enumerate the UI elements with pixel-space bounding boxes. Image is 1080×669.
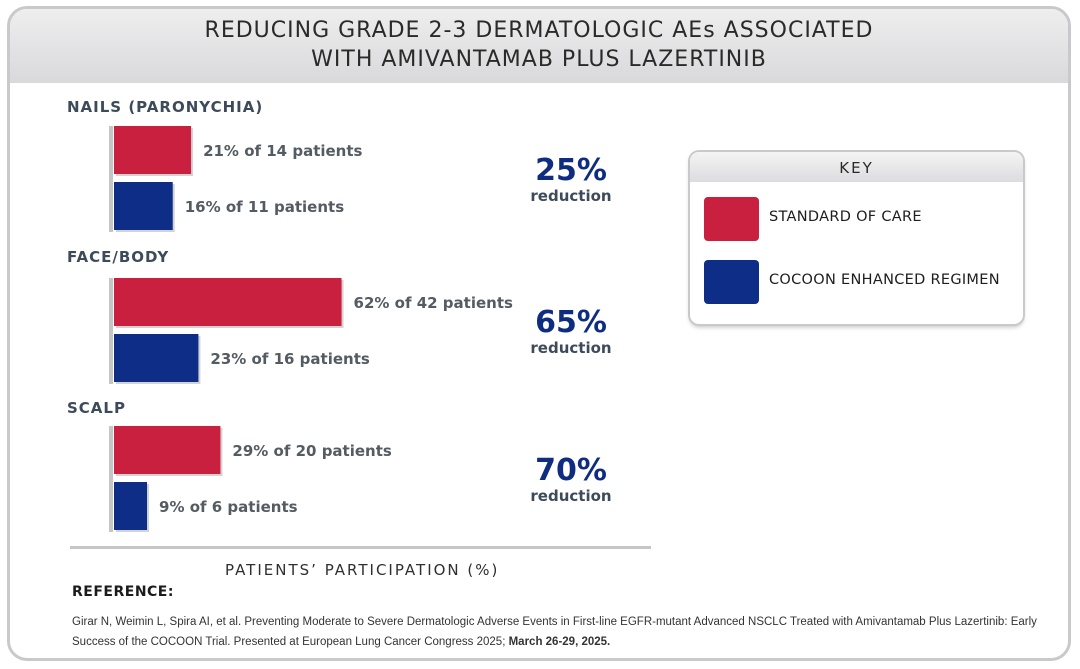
bar-label-nails-standard: 21% of 14 patients [203,142,362,160]
legend-label-cocoon: COCOON ENHANCED REGIMEN [769,272,1000,288]
legend-item-standard: STANDARD OF CARE [704,197,1014,241]
bar-nails-standard [114,126,192,174]
reduction-value-face-body: 65% [535,305,607,340]
title-banner: REDUCING GRADE 2-3 DERMATOLOGIC AEs ASSO… [10,9,1068,83]
reduction-value-nails: 25% [535,153,607,188]
x-axis-label: PATIENTS’ PARTICIPATION (%) [225,561,500,579]
reduction-word-nails: reduction [530,187,611,205]
bar-label-face-body-cocoon: 23% of 16 patients [210,350,369,368]
chart-title-line1: REDUCING GRADE 2-3 DERMATOLOGIC AEs ASSO… [204,18,874,43]
bar-scalp-cocoon [114,482,148,530]
axis-line-scalp [109,426,113,532]
infographic-frame: REDUCING GRADE 2-3 DERMATOLOGIC AEs ASSO… [7,6,1071,661]
bar-face-body-standard [114,278,342,326]
reference-heading: REFERENCE: [72,584,174,600]
bar-face-body-cocoon [114,334,199,382]
reduction-word-face-body: reduction [530,339,611,357]
category-label-nails: NAILS (PARONYCHIA) [67,98,263,116]
x-axis-line [70,546,651,549]
legend-key: KEY STANDARD OF CARE COCOON ENHANCED REG… [690,152,1023,324]
bar-label-scalp-cocoon: 9% of 6 patients [159,498,298,516]
bar-scalp-standard [114,426,221,474]
legend-item-cocoon: COCOON ENHANCED REGIMEN [704,260,1014,304]
axis-line-nails [109,126,113,232]
legend-swatch-standard [704,197,759,241]
bar-label-face-body-standard: 62% of 42 patients [354,294,513,312]
reference-dates: March 26-29, 2025. [508,636,611,648]
category-label-scalp: SCALP [67,399,126,417]
bar-label-scalp-standard: 29% of 20 patients [232,442,391,460]
axis-line-face-body [109,278,113,384]
reference-text: Girar N, Weimin L, Spira AI, et al. Prev… [72,612,1047,652]
legend-label-standard: STANDARD OF CARE [769,209,922,225]
bar-label-nails-cocoon: 16% of 11 patients [185,198,344,216]
reference-body: Girar N, Weimin L, Spira AI, et al. Prev… [72,616,1037,648]
legend-title: KEY [690,152,1023,182]
chart-title-line2: WITH AMIVANTAMAB PLUS LAZERTINIB [311,47,767,72]
legend-swatch-cocoon [704,260,759,304]
reduction-value-scalp: 70% [535,453,607,488]
category-label-face-body: FACE/BODY [67,248,169,266]
bar-nails-cocoon [114,182,173,230]
reduction-word-scalp: reduction [530,487,611,505]
